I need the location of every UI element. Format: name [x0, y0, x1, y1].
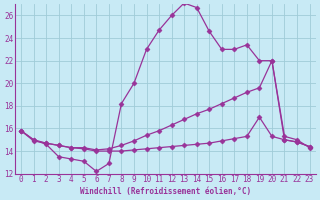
X-axis label: Windchill (Refroidissement éolien,°C): Windchill (Refroidissement éolien,°C): [80, 187, 251, 196]
